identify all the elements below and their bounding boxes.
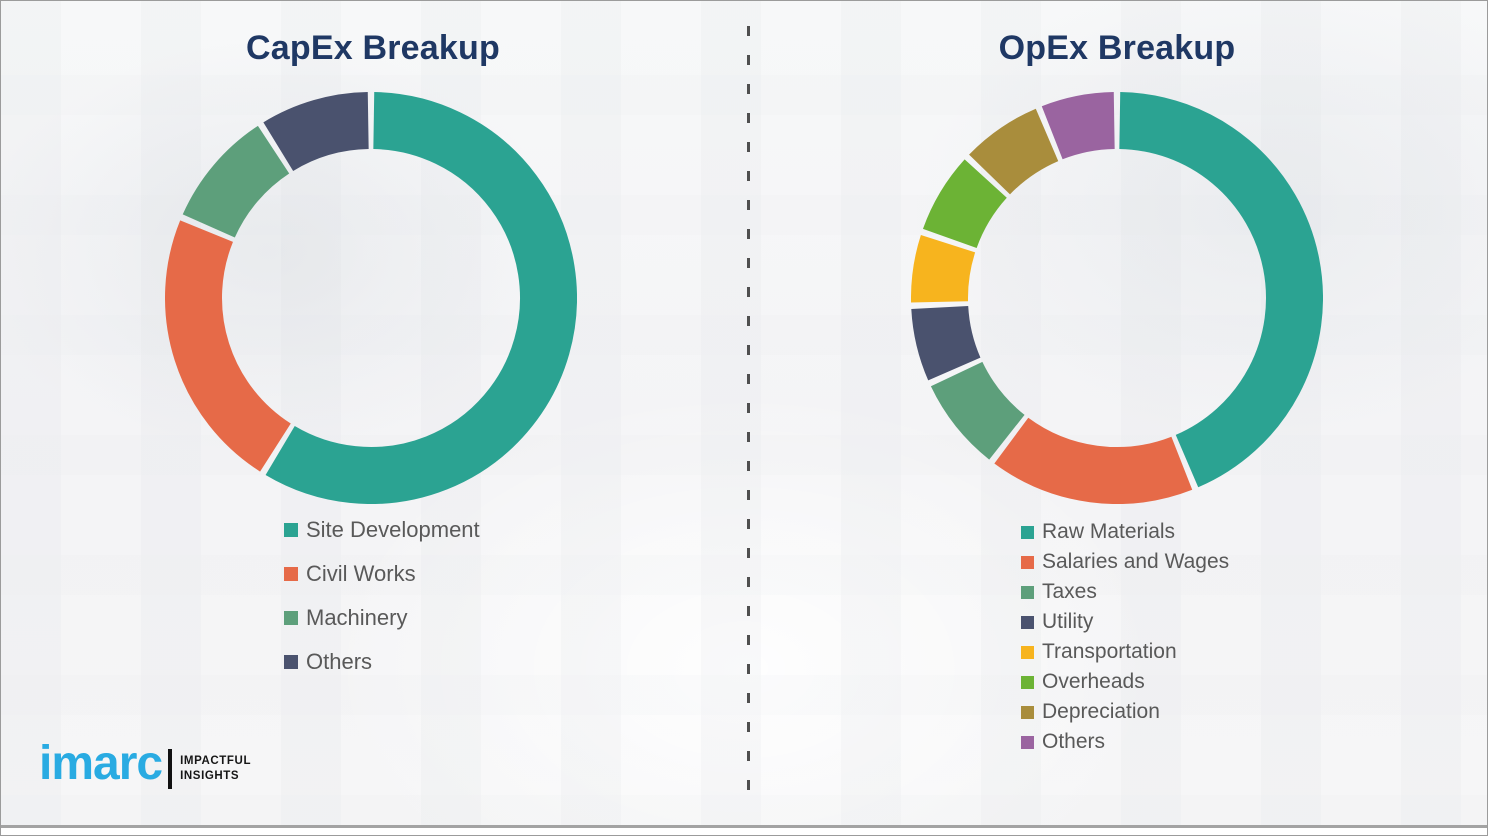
legend-swatch-depreciation bbox=[1021, 705, 1034, 719]
donut-segment-taxes bbox=[930, 361, 1026, 460]
legend-label: Overheads bbox=[1042, 670, 1145, 693]
donut-segment-depreciation bbox=[969, 108, 1059, 195]
legend-swatch-site-development bbox=[284, 523, 298, 537]
legend-swatch-utility bbox=[1021, 615, 1034, 629]
legend-label: Raw Materials bbox=[1042, 520, 1176, 543]
opex-legend: Raw Materials Salaries and Wages Taxes Util… bbox=[1021, 517, 1229, 757]
legend-item-civil-works: Civil Works bbox=[284, 552, 480, 596]
tagline-line-1: IMPACTFUL bbox=[180, 755, 252, 768]
donut-segment-transportation bbox=[911, 234, 976, 303]
logo-divider-bar bbox=[168, 749, 173, 789]
legend-swatch-raw-materials bbox=[1021, 525, 1034, 539]
tagline-line-2: INSIGHTS bbox=[180, 770, 240, 782]
legend-label: Others bbox=[1042, 730, 1106, 753]
legend-item-raw-materials: Raw Materials bbox=[1021, 517, 1229, 547]
legend-label: Salaries and Wages bbox=[1042, 550, 1230, 573]
donut-segment-raw-materials bbox=[1118, 92, 1323, 488]
capex-donut-chart bbox=[165, 92, 577, 504]
legend-item-salaries-and-wages: Salaries and Wages bbox=[1021, 547, 1229, 577]
legend-item-machinery: Machinery bbox=[284, 596, 480, 640]
donut-segment-others bbox=[1041, 92, 1116, 160]
logo-tagline: IMPACTFUL INSIGHTS bbox=[180, 754, 251, 784]
legend-item-others: Others bbox=[284, 640, 480, 684]
donut-segment-civil-works bbox=[165, 220, 292, 472]
legend-swatch-others bbox=[284, 655, 298, 669]
donut-segment-salaries-and-wages bbox=[994, 417, 1193, 504]
imarc-wordmark: imarc bbox=[39, 737, 163, 790]
opex-donut-chart bbox=[911, 92, 1323, 504]
bottom-edge-strip bbox=[1, 825, 1487, 835]
legend-item-depreciation: Depreciation bbox=[1021, 697, 1229, 727]
legend-label: Others bbox=[306, 649, 373, 674]
legend-swatch-overheads bbox=[1021, 675, 1034, 689]
imarc-logo: imarc IMPACTFUL INSIGHTS bbox=[39, 739, 251, 789]
opex-title: OpEx Breakup bbox=[998, 29, 1236, 67]
legend-item-overheads: Overheads bbox=[1021, 667, 1229, 697]
capex-legend: Site Development Civil Works Machinery Othe… bbox=[284, 508, 480, 684]
legend-swatch-transportation bbox=[1021, 645, 1034, 659]
legend-item-transportation: Transportation bbox=[1021, 637, 1229, 667]
legend-item-utility: Utility bbox=[1021, 607, 1229, 637]
legend-item-site-development: Site Development bbox=[284, 508, 480, 552]
legend-swatch-others bbox=[1021, 735, 1034, 749]
donut-segment-others bbox=[263, 92, 370, 172]
legend-label: Depreciation bbox=[1042, 700, 1160, 723]
vertical-dashed-divider bbox=[747, 26, 750, 791]
legend-label: Civil Works bbox=[306, 561, 416, 586]
legend-swatch-taxes bbox=[1021, 585, 1034, 599]
legend-swatch-salaries-and-wages bbox=[1021, 555, 1034, 569]
donut-segment-site-development bbox=[265, 92, 577, 504]
legend-item-taxes: Taxes bbox=[1021, 577, 1229, 607]
legend-label: Utility bbox=[1042, 610, 1094, 633]
legend-label: Site Development bbox=[306, 517, 480, 542]
legend-swatch-machinery bbox=[284, 611, 298, 625]
legend-label: Taxes bbox=[1042, 580, 1097, 603]
legend-label: Transportation bbox=[1042, 640, 1177, 663]
donut-segment-machinery bbox=[182, 125, 290, 239]
legend-item-others: Others bbox=[1021, 727, 1229, 757]
legend-label: Machinery bbox=[306, 605, 408, 630]
donut-segment-utility bbox=[911, 305, 981, 381]
donut-segment-overheads bbox=[922, 159, 1008, 249]
legend-swatch-civil-works bbox=[284, 567, 298, 581]
capex-title: CapEx Breakup bbox=[246, 29, 500, 67]
